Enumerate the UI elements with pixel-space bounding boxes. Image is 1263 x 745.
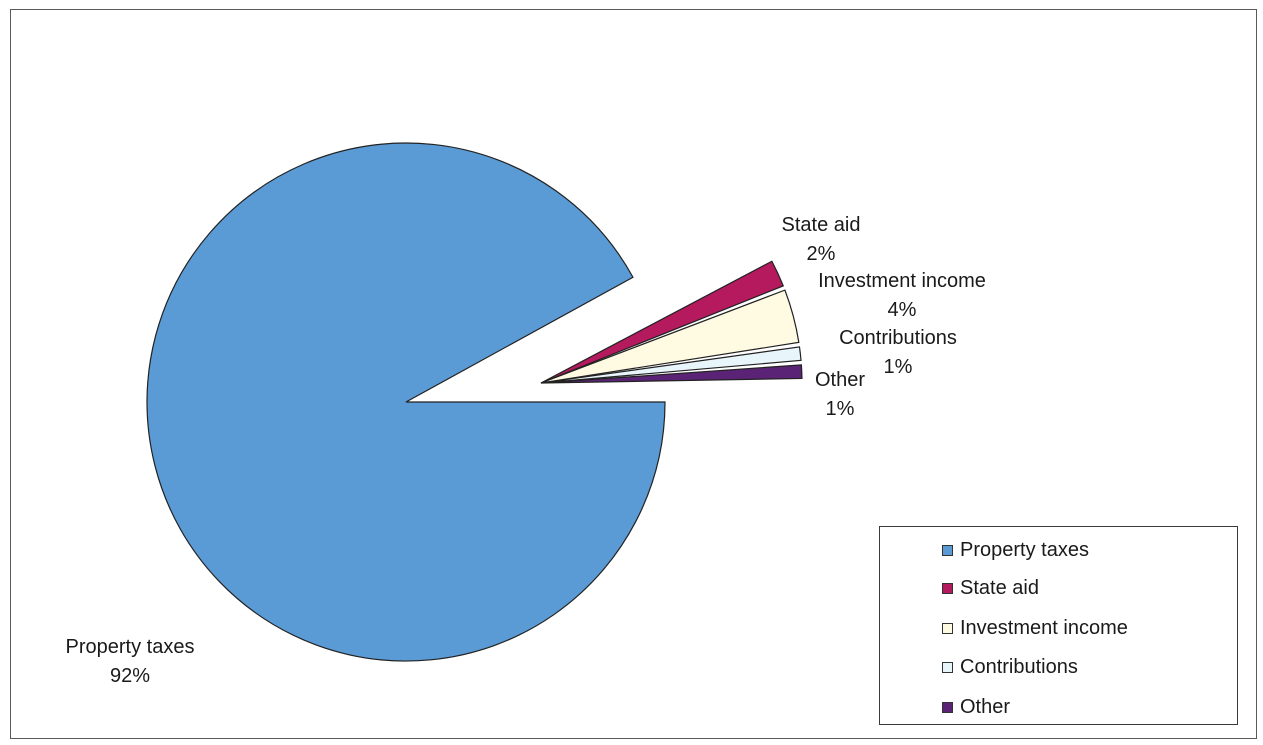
legend-item-property-taxes: Property taxes [942, 537, 1089, 563]
legend-item-state-aid: State aid [942, 575, 1039, 601]
data-value-investment-income: 4% [888, 299, 917, 321]
legend-swatch-other [942, 701, 953, 713]
data-label-contributions: Contributions [839, 327, 957, 349]
data-value-other: 1% [826, 398, 855, 420]
legend-label-contributions: Contributions [960, 655, 1078, 678]
slice-investment-income [540, 289, 800, 384]
legend-item-other: Other [942, 694, 1010, 720]
data-label-state-aid: State aid [782, 214, 861, 236]
slice-other [540, 364, 803, 384]
slice-state-aid [540, 260, 785, 384]
data-label-other: Other [815, 369, 865, 391]
data-value-contributions: 1% [884, 356, 913, 378]
data-value-property-taxes: 92% [110, 665, 150, 687]
legend-label-other: Other [960, 695, 1011, 718]
legend-label-investment-income: Investment income [960, 616, 1128, 639]
chart-legend: Property taxes State aid Investment inco… [879, 526, 1238, 725]
legend-label-state-aid: State aid [960, 576, 1039, 599]
data-label-property-taxes: Property taxes [66, 636, 195, 658]
legend-swatch-property-taxes [942, 544, 953, 556]
legend-item-investment-income: Investment income [942, 615, 1128, 641]
legend-label-property-taxes: Property taxes [960, 538, 1089, 561]
data-label-investment-income: Investment income [818, 270, 986, 292]
legend-item-contributions: Contributions [942, 654, 1078, 680]
data-value-state-aid: 2% [807, 243, 836, 265]
legend-swatch-state-aid [942, 582, 953, 594]
legend-swatch-investment-income [942, 622, 953, 634]
slice-property-taxes [146, 142, 666, 662]
slice-contributions [540, 346, 802, 384]
legend-swatch-contributions [942, 661, 953, 673]
